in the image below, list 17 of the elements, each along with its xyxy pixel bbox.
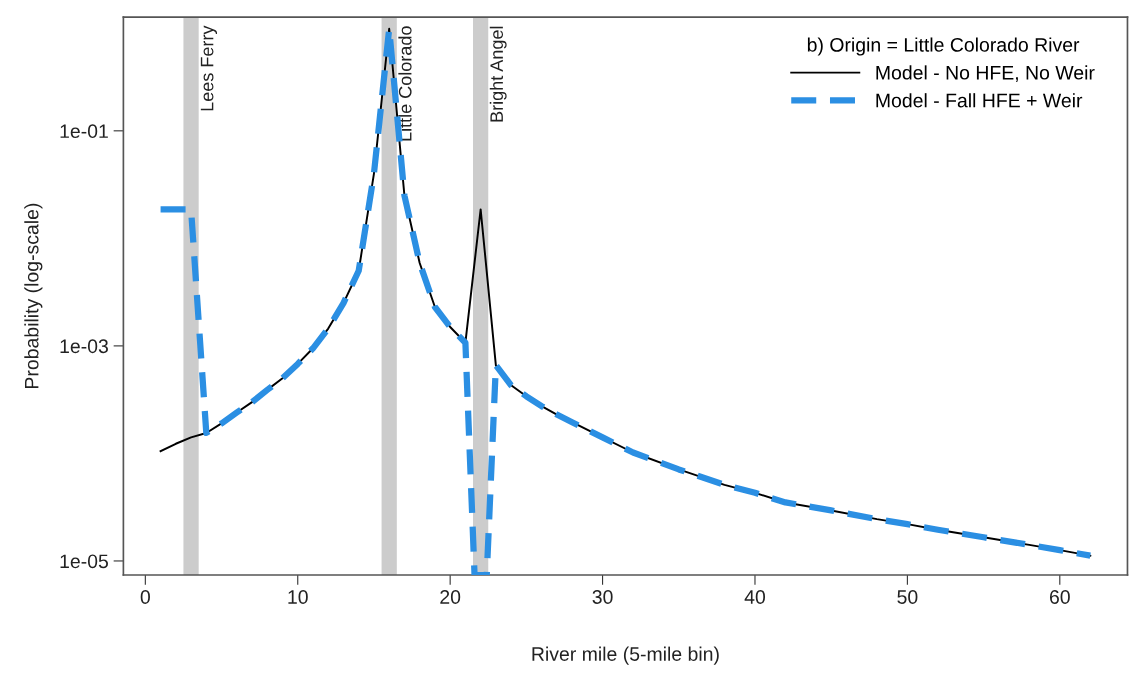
- x-tick-label: 50: [897, 590, 918, 604]
- legend-title: b) Origin = Little Colorado River: [807, 37, 1080, 56]
- x-tick-label: 60: [1049, 590, 1070, 604]
- legend-label: Model - No HFE, No Weir: [876, 65, 1095, 82]
- x-tick-label: 40: [744, 590, 766, 604]
- x-axis-title: River mile (5-mile bin): [532, 646, 719, 665]
- x-tick-label: 10: [288, 590, 308, 604]
- y-tick-label: 1e-05: [60, 554, 108, 569]
- y-tick-label: 1e-03: [60, 339, 108, 354]
- x-tick-label: 0: [140, 590, 150, 604]
- legend-label: Model - Fall HFE + Weir: [876, 93, 1083, 108]
- x-tick-label: 20: [440, 590, 461, 604]
- x-tick-label: 30: [592, 590, 613, 604]
- y-tick-label: 1e-01: [60, 124, 108, 139]
- y-axis-title: Probability (log-scale): [24, 203, 43, 388]
- band-label: Bright Angel: [489, 26, 507, 122]
- band-label: Lees Ferry: [200, 25, 218, 111]
